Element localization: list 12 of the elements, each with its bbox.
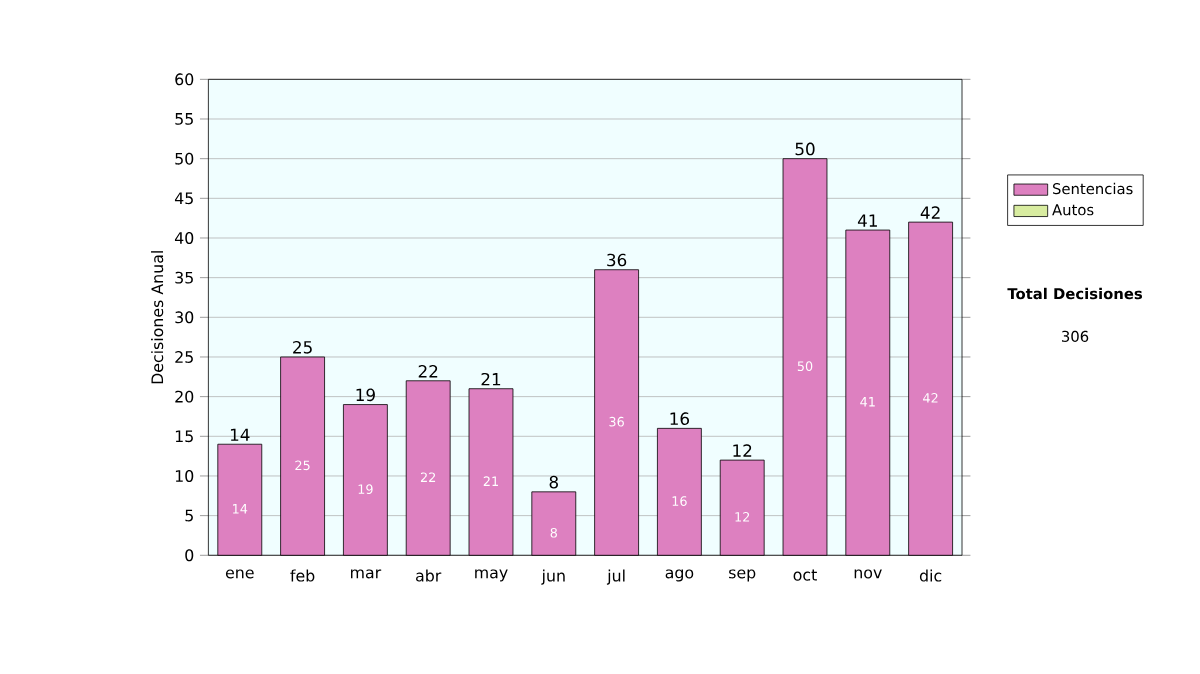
total-label: 8 xyxy=(549,475,558,489)
total-label: 22 xyxy=(418,364,438,378)
total-label: 50 xyxy=(795,142,815,156)
total-label: 25 xyxy=(293,340,312,354)
total-label: 16 xyxy=(670,412,690,425)
total-label: 21 xyxy=(481,372,501,386)
total-label: 14 xyxy=(230,428,250,441)
total-label: 19 xyxy=(356,388,375,402)
total-label: 41 xyxy=(857,214,877,227)
total-label: 42 xyxy=(920,206,940,219)
total-label: 36 xyxy=(607,253,627,267)
total-label: 12 xyxy=(733,444,752,457)
